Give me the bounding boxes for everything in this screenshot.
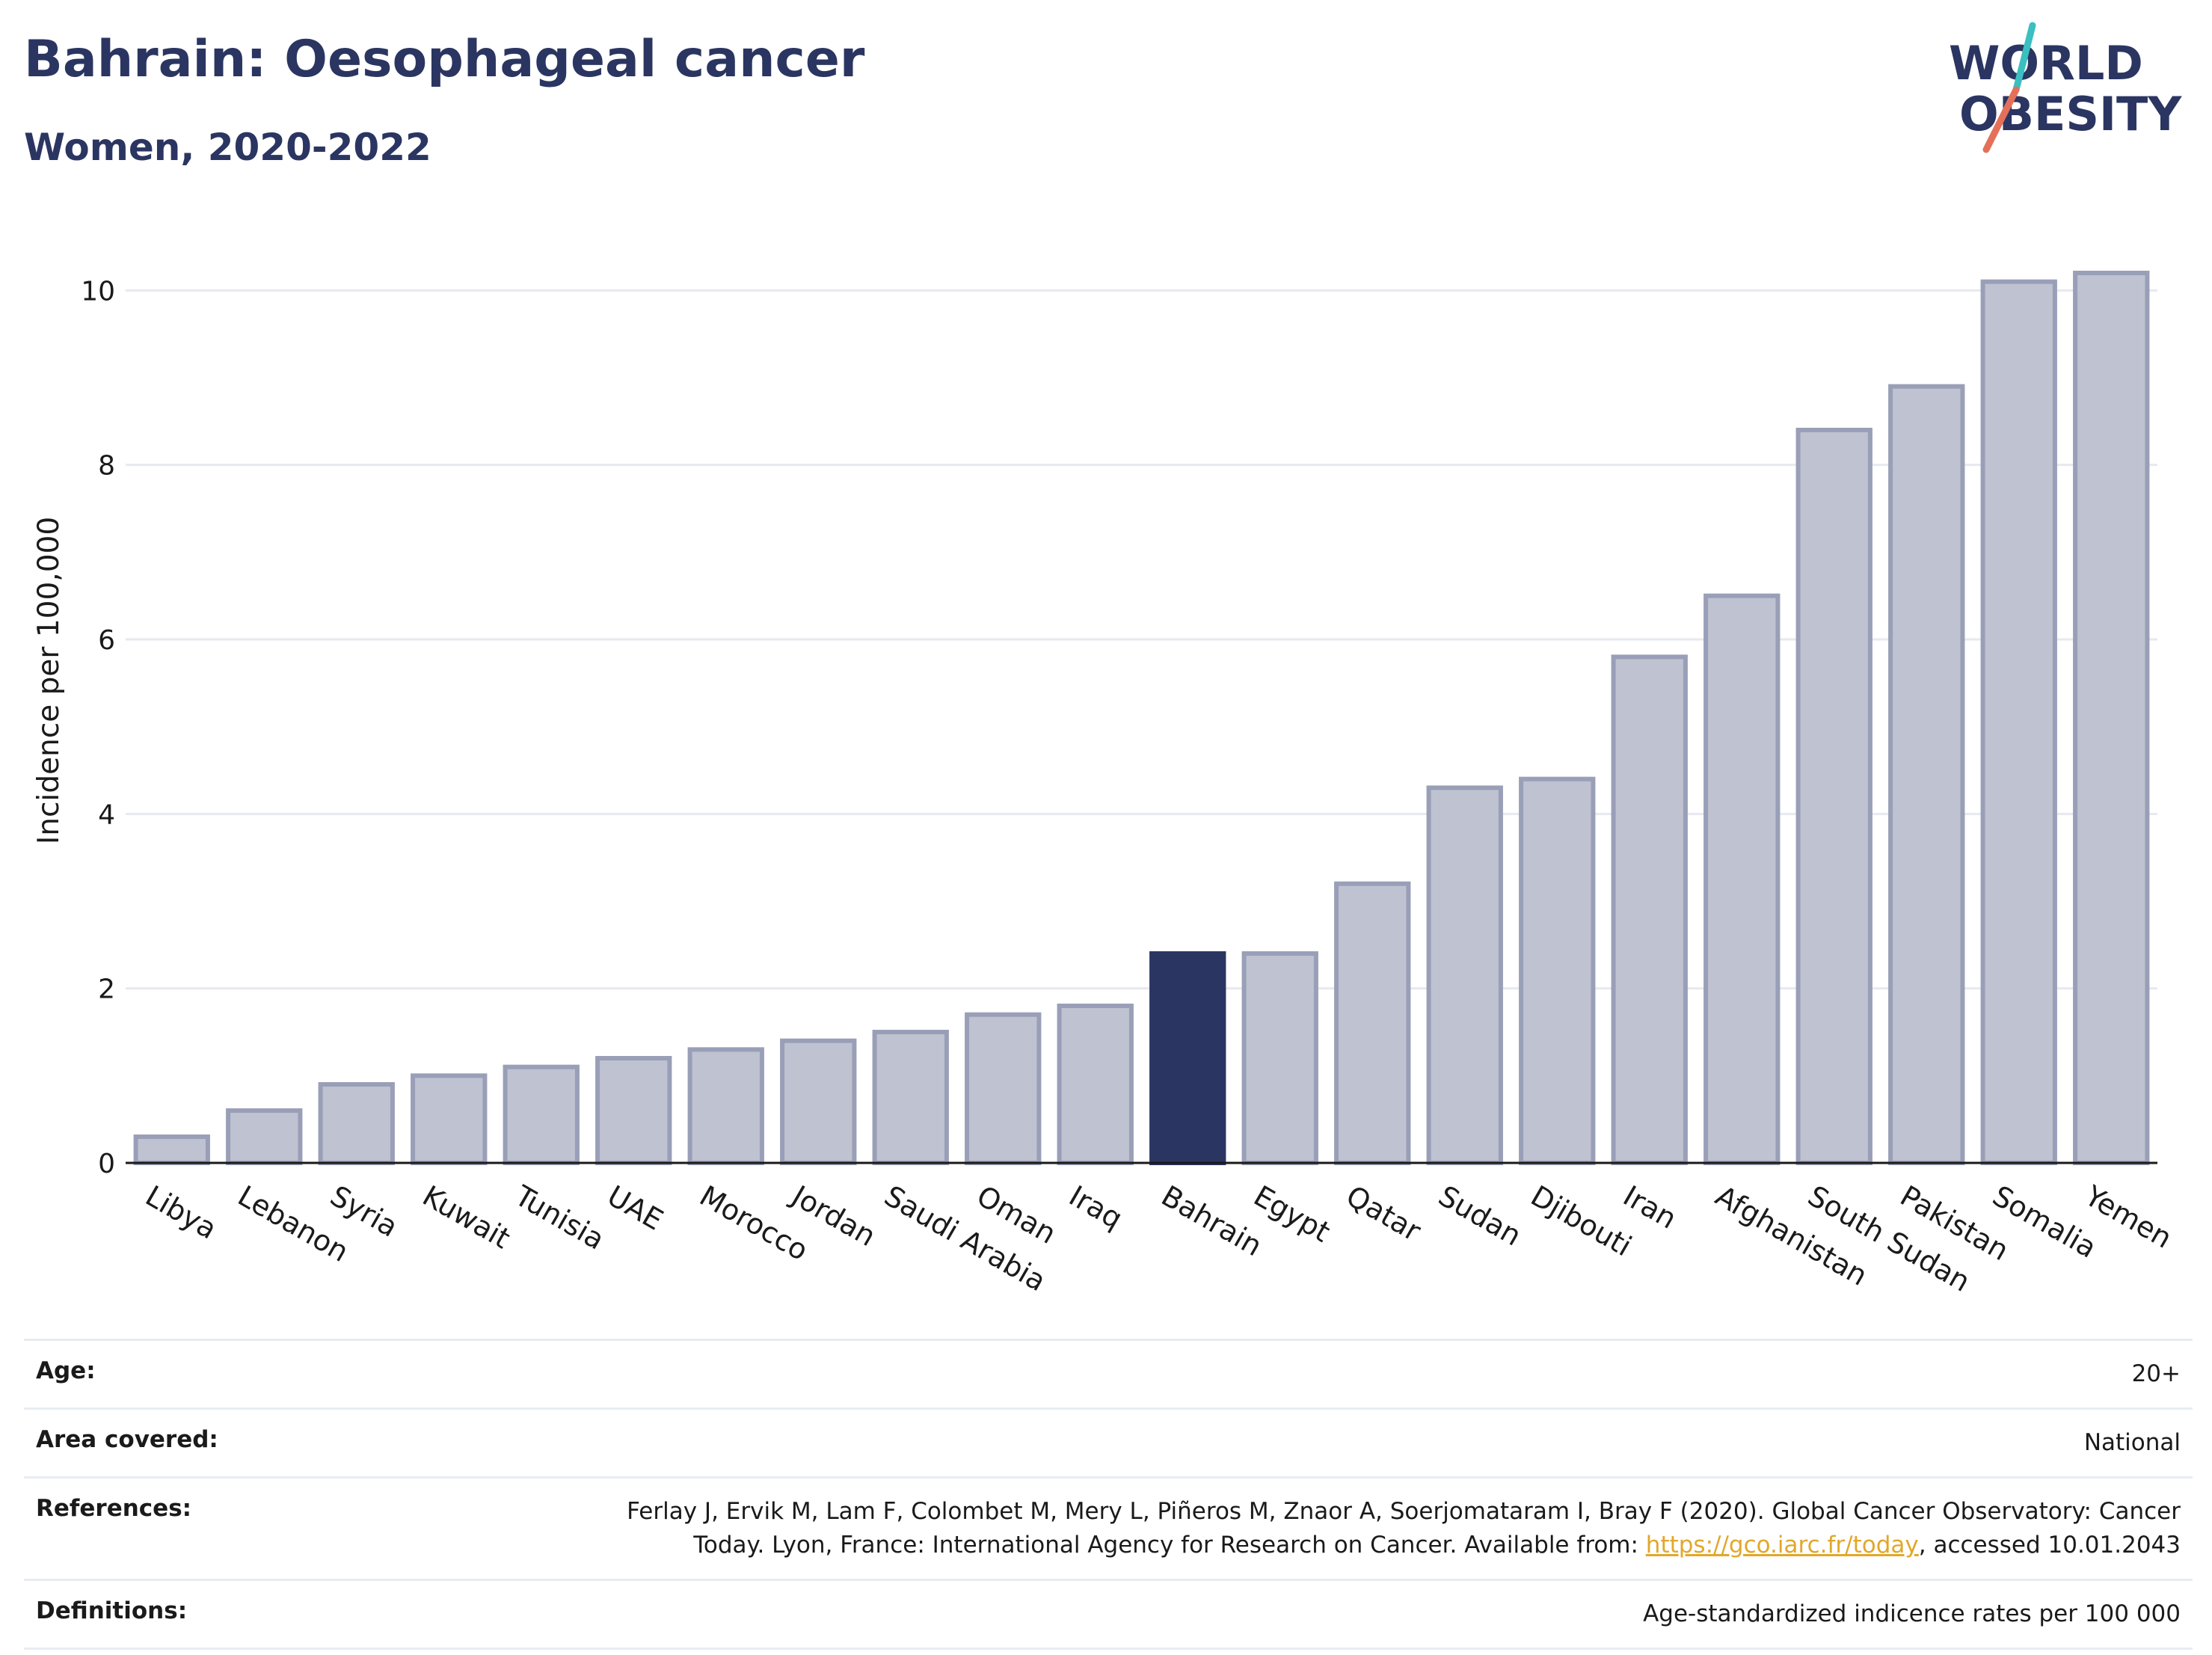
bars-layer <box>133 271 2150 1166</box>
bar <box>411 1073 488 1166</box>
bar <box>965 1012 1042 1165</box>
y-tick-label: 8 <box>98 451 115 482</box>
x-tick-label: Qatar <box>1341 1179 1427 1248</box>
references-text-2: , accessed 10.01.2043 <box>1918 1531 2181 1559</box>
info-row-age: Age: 20+ <box>24 1339 2193 1407</box>
x-tick-label: Bahrain <box>1156 1179 1268 1263</box>
bar <box>780 1038 857 1165</box>
x-tick-label: Kuwait <box>417 1179 516 1256</box>
age-value: 20+ <box>2131 1360 2181 1387</box>
x-tick-label: UAE <box>602 1179 669 1237</box>
bar <box>503 1064 580 1165</box>
y-axis-label: Incidence per 100,000 <box>32 517 66 844</box>
x-tick-label: Libya <box>140 1179 222 1246</box>
area-value: National <box>2083 1428 2181 1456</box>
chart-title: Bahrain: Oesophageal cancer <box>24 30 865 89</box>
bar <box>1519 776 1596 1165</box>
bar <box>133 1134 210 1165</box>
bar <box>1426 785 1503 1166</box>
bar <box>1795 428 1872 1165</box>
x-tick-label: Iraq <box>1063 1179 1128 1235</box>
chart-subtitle: Women, 2020-2022 <box>24 126 431 169</box>
info-row-references: References: Ferlay J, Ervik M, Lam F, Co… <box>24 1476 2193 1579</box>
bar <box>1149 951 1226 1165</box>
logo-slash-teal <box>2012 22 2036 93</box>
y-tick-label: 2 <box>98 974 115 1005</box>
bar <box>226 1108 303 1165</box>
logo-line1: WORLD <box>1949 36 2143 90</box>
logo-slash-coral <box>1982 86 2020 153</box>
x-tick-label: Sudan <box>1433 1179 1527 1253</box>
info-table: Age: 20+ Area covered: National Referenc… <box>24 1339 2193 1650</box>
bar <box>1888 384 1965 1166</box>
bar <box>872 1030 949 1165</box>
age-label: Age: <box>36 1357 96 1384</box>
y-tick-label: 6 <box>98 625 115 656</box>
bar <box>687 1047 764 1166</box>
info-row-definitions: Definitions: Age-standardized indicence … <box>24 1578 2193 1650</box>
x-tick-label: Tunisia <box>509 1179 609 1256</box>
bar <box>1241 951 1318 1165</box>
area-label: Area covered: <box>36 1425 218 1453</box>
definitions-value: Age-standardized indicence rates per 100… <box>1643 1600 2181 1627</box>
bar <box>1611 654 1688 1165</box>
y-tick-label: 4 <box>98 799 115 830</box>
bar <box>2073 271 2150 1165</box>
references-text-1: Ferlay J, Ervik M, Lam F, Colombet M, Me… <box>627 1497 2181 1559</box>
y-tick-label: 10 <box>81 276 115 307</box>
x-tick-label: Djibouti <box>1526 1179 1638 1263</box>
bar <box>1057 1004 1134 1165</box>
bar <box>1334 881 1411 1165</box>
y-tick-label: 0 <box>98 1149 115 1179</box>
world-obesity-logo: WORLD OBESITY <box>1949 22 2182 153</box>
references-label: References: <box>36 1494 192 1522</box>
bar <box>1703 593 1781 1165</box>
definitions-label: Definitions: <box>36 1597 188 1624</box>
references-link[interactable]: https://gco.iarc.fr/today <box>1645 1531 1919 1559</box>
references-value: Ferlay J, Ervik M, Lam F, Colombet M, Me… <box>550 1495 2181 1562</box>
info-row-area: Area covered: National <box>24 1407 2193 1476</box>
bar <box>1980 279 2057 1166</box>
bar <box>595 1056 672 1165</box>
bar <box>318 1082 395 1165</box>
x-tick-label: Iran <box>1617 1179 1682 1235</box>
